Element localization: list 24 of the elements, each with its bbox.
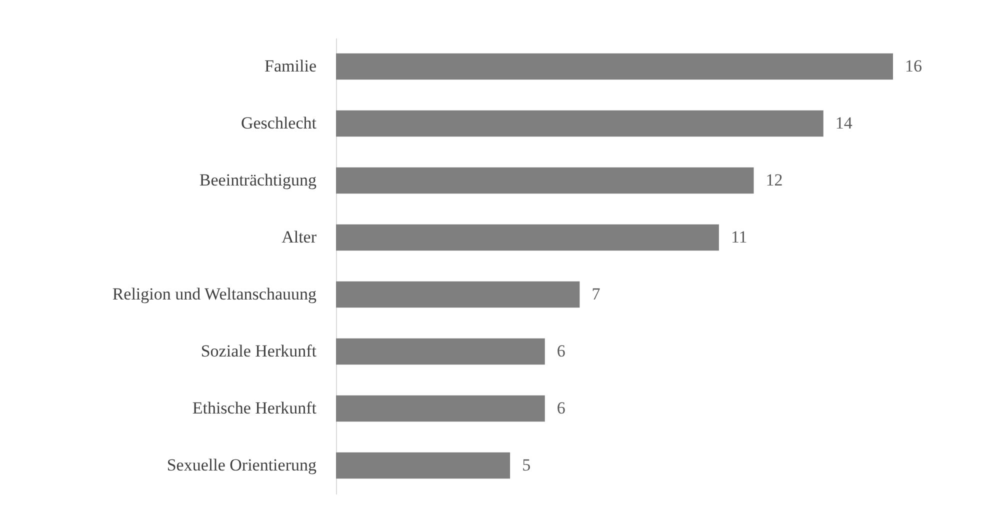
data-label: 16 (905, 56, 922, 76)
data-label: 6 (556, 342, 566, 360)
data-label: 11 (730, 228, 748, 246)
data-label: 7 (592, 284, 601, 304)
y-tick-label: Familie (264, 56, 316, 76)
bar (336, 338, 545, 365)
bar (336, 224, 719, 251)
bar (336, 110, 824, 137)
y-tick-label: Alter (282, 228, 317, 246)
y-tick-label: Ethische Herkunft (192, 398, 317, 418)
y-tick-label: Religion und Weltanschauung (112, 284, 317, 304)
data-label: 5 (522, 456, 531, 474)
y-tick-label: Geschlecht (240, 114, 317, 132)
data-label: 12 (766, 170, 783, 190)
data-label: 6 (556, 398, 566, 418)
bar (336, 395, 545, 422)
y-tick-label: Soziale Herkunft (200, 342, 317, 360)
bar (336, 167, 754, 194)
y-tick-label: Beeinträchtigung (199, 170, 317, 190)
y-tick-label: Sexuelle Orientierung (166, 456, 317, 474)
data-label: 14 (835, 114, 853, 132)
bar (336, 281, 580, 308)
bar (336, 53, 893, 80)
bar (336, 452, 510, 479)
